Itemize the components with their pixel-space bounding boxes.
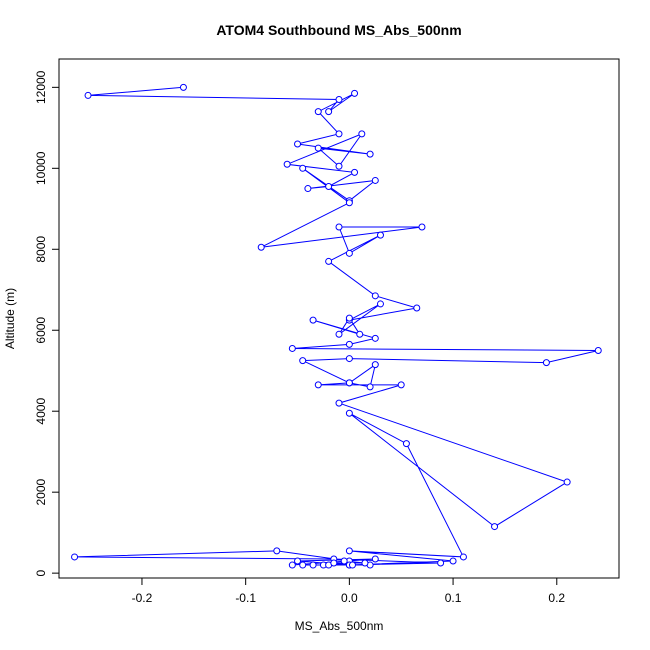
x-tick-label: -0.1: [235, 591, 256, 605]
y-tick-label: 6000: [34, 317, 48, 344]
data-point: [345, 409, 353, 417]
y-axis: 0 2000 4000 6000 8000 10000 12000: [34, 70, 60, 576]
x-tick-label: -0.2: [132, 591, 153, 605]
data-point: [402, 440, 410, 448]
y-tick-label: 8000: [34, 236, 48, 263]
data-point: [351, 89, 359, 97]
data-point: [358, 130, 366, 138]
data-point: [361, 559, 369, 567]
data-point: [273, 547, 281, 555]
series-line: [74, 86, 599, 566]
data-point: [413, 304, 421, 312]
data-point: [299, 561, 307, 569]
data-point: [366, 150, 374, 158]
data-point: [340, 557, 348, 565]
chart-title: ATOM4 Southbound MS_Abs_500nm: [216, 22, 461, 38]
data-point: [325, 257, 333, 265]
data-point: [356, 330, 364, 338]
data-point: [335, 223, 343, 231]
x-axis: -0.2 -0.1 0.0 0.1 0.2: [132, 577, 565, 605]
data-point: [294, 557, 302, 565]
data-point: [335, 399, 343, 407]
data-point: [345, 249, 353, 257]
y-tick-label: 4000: [34, 398, 48, 425]
data-point: [449, 557, 457, 565]
data-point: [314, 108, 322, 116]
data-point: [459, 553, 467, 561]
x-axis-label: MS_Abs_500nm: [295, 619, 384, 633]
data-point: [330, 559, 338, 567]
data-point: [309, 561, 317, 569]
y-tick-label: 10000: [34, 151, 48, 185]
data-point: [563, 478, 571, 486]
data-point: [345, 199, 353, 207]
data-point: [376, 231, 384, 239]
y-tick-label: 0: [34, 569, 48, 576]
data-point: [491, 523, 499, 531]
data-point: [314, 144, 322, 152]
data-point: [348, 561, 356, 569]
data-point: [288, 561, 296, 569]
data-point: [325, 108, 333, 116]
data-point: [335, 95, 343, 103]
data-point: [371, 334, 379, 342]
data-point: [304, 185, 312, 193]
data-point: [335, 330, 343, 338]
data-point: [335, 130, 343, 138]
data-point: [345, 314, 353, 322]
data-point: [366, 383, 374, 391]
y-tick-label: 12000: [34, 70, 48, 104]
x-tick-label: 0.2: [548, 591, 565, 605]
data-point: [71, 553, 79, 561]
data-point: [283, 160, 291, 168]
data-point: [179, 83, 187, 91]
data-point: [345, 340, 353, 348]
y-axis-label: Altitude (m): [3, 288, 17, 349]
x-tick-label: 0.0: [341, 591, 358, 605]
data-point: [288, 344, 296, 352]
data-point: [437, 559, 445, 567]
data-point: [376, 300, 384, 308]
data-point: [299, 164, 307, 172]
data-point: [325, 183, 333, 191]
y-tick-label: 2000: [34, 479, 48, 506]
data-point: [371, 292, 379, 300]
data-point: [335, 162, 343, 170]
data-point: [594, 346, 602, 354]
data-point: [351, 168, 359, 176]
data-point: [299, 357, 307, 365]
series-group: [71, 83, 602, 569]
data-point: [345, 379, 353, 387]
x-tick-label: 0.1: [445, 591, 462, 605]
data-point: [371, 555, 379, 563]
data-point: [397, 381, 405, 389]
data-point: [371, 176, 379, 184]
data-point: [371, 361, 379, 369]
data-point: [309, 316, 317, 324]
data-point: [542, 359, 550, 367]
data-point: [294, 140, 302, 148]
data-point: [345, 355, 353, 363]
data-point: [257, 243, 265, 251]
data-point: [418, 223, 426, 231]
data-point: [345, 547, 353, 555]
data-point: [314, 381, 322, 389]
data-point: [84, 91, 92, 99]
